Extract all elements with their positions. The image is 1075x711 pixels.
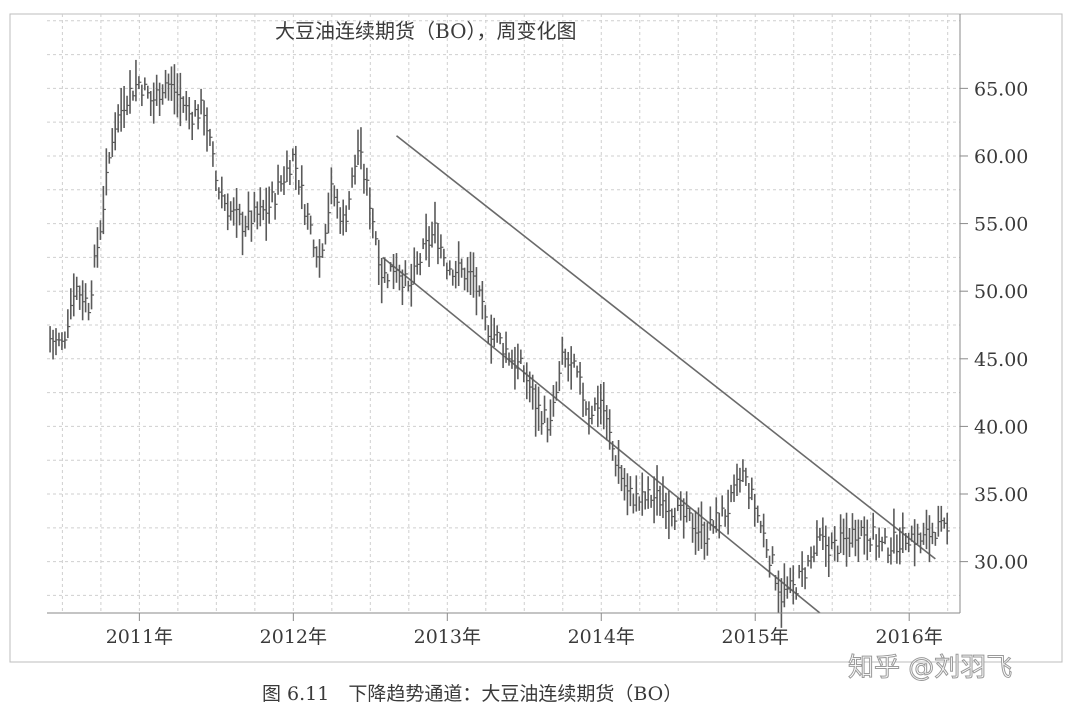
y-tick-label: 40.00 [974, 416, 1028, 438]
x-axis-ticks: 2011年 2012年 2013年 2014年 2015年 2016年 [106, 613, 943, 648]
y-tick-label: 35.00 [974, 484, 1028, 506]
x-tick-label: 2011年 [106, 626, 173, 648]
figure-caption: 图 6.11 下降趋势通道：大豆油连续期货（BO） [262, 683, 682, 705]
y-tick-label: 65.00 [974, 78, 1028, 100]
plot-border [9, 13, 1063, 663]
x-tick-label: 2016年 [876, 626, 943, 648]
channel-line-upper [396, 135, 936, 560]
watermark: 知乎 @刘羽飞 [848, 653, 1012, 683]
channel-layer [382, 135, 936, 614]
x-tick-label: 2014年 [568, 626, 635, 648]
chart-title: 大豆油连续期货（BO），周变化图 [275, 19, 576, 43]
y-tick-label: 55.00 [974, 214, 1028, 236]
channel-line-lower [382, 256, 821, 614]
y-tick-label: 50.00 [974, 281, 1028, 303]
price-bars [49, 59, 950, 628]
x-tick-label: 2012年 [260, 626, 327, 648]
x-tick-label: 2015年 [722, 626, 789, 648]
y-tick-label: 60.00 [974, 146, 1028, 168]
y-tick-label: 30.00 [974, 552, 1028, 574]
y-tick-label: 45.00 [974, 349, 1028, 371]
x-tick-label: 2013年 [414, 626, 481, 648]
y-axis-ticks: 65.00 60.00 55.00 50.00 45.00 40.00 35.00 30.00 [960, 78, 1028, 574]
